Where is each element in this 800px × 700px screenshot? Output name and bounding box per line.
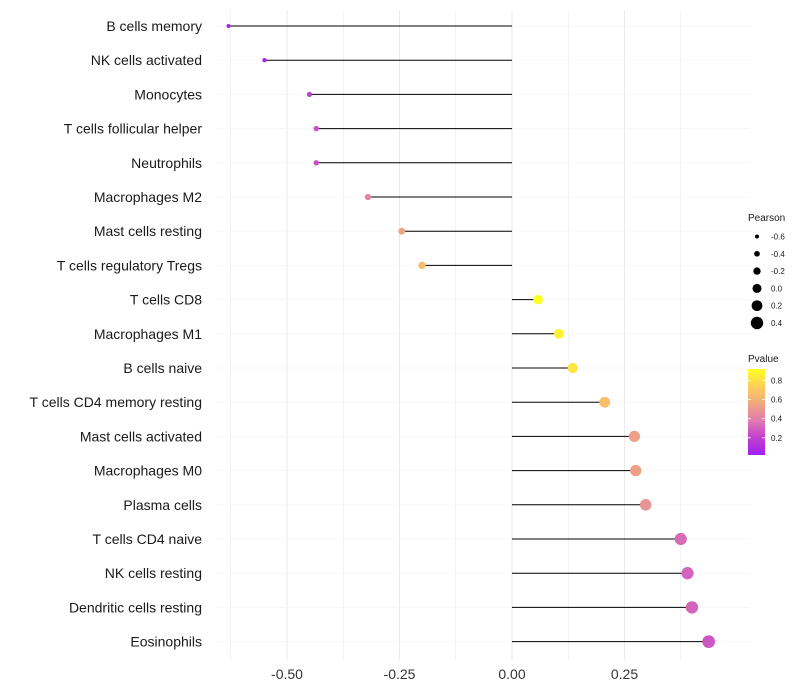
size-legend-key-1 bbox=[754, 250, 760, 257]
size-legend-title: Pearson bbox=[748, 213, 785, 224]
y-label-5: Macrophages M2 bbox=[94, 189, 202, 205]
size-legend: Pearson -0.6 -0.4 -0.2 0.0 0.2 0.4 bbox=[748, 213, 785, 330]
color-legend-label-1: 0.6 bbox=[771, 396, 783, 405]
y-label-14: Plasma cells bbox=[123, 497, 202, 513]
point-4 bbox=[313, 160, 319, 166]
size-legend-key-2 bbox=[753, 267, 761, 275]
y-label-2: Monocytes bbox=[134, 86, 202, 102]
point-10 bbox=[567, 362, 578, 374]
y-label-17: Dendritic cells resting bbox=[69, 599, 202, 615]
size-legend-key-5 bbox=[750, 316, 764, 330]
y-label-11: T cells CD4 memory resting bbox=[30, 394, 202, 410]
y-label-9: Macrophages M1 bbox=[94, 326, 202, 342]
color-legend-label-2: 0.4 bbox=[771, 415, 783, 424]
y-label-18: Eosinophils bbox=[130, 634, 202, 650]
color-legend-bar bbox=[748, 369, 765, 455]
y-label-16: NK cells resting bbox=[105, 565, 202, 581]
y-label-12: Mast cells activated bbox=[80, 428, 202, 444]
point-5 bbox=[364, 193, 372, 201]
y-axis-labels: B cells memory NK cells activated Monocyte… bbox=[30, 18, 203, 650]
y-label-8: T cells CD8 bbox=[130, 292, 202, 308]
lollipop-stems bbox=[228, 25, 709, 643]
y-label-13: Macrophages M0 bbox=[94, 463, 202, 479]
point-9 bbox=[553, 328, 564, 339]
x-tick-label-1: -0.25 bbox=[384, 666, 416, 682]
grid-lines bbox=[215, 10, 750, 660]
x-tick-label-0: -0.50 bbox=[271, 666, 303, 682]
x-tick-label-2: 0.00 bbox=[498, 666, 525, 682]
size-legend-label-4: 0.2 bbox=[771, 302, 783, 311]
size-legend-label-3: 0.0 bbox=[771, 284, 783, 293]
point-2 bbox=[306, 91, 313, 98]
color-legend-title: Pvalue bbox=[748, 354, 779, 365]
point-12 bbox=[628, 430, 641, 443]
color-legend-label-3: 0.2 bbox=[771, 434, 783, 443]
point-11 bbox=[599, 396, 611, 408]
y-label-10: B cells naive bbox=[123, 360, 202, 376]
point-16 bbox=[681, 567, 694, 580]
x-tick-label-3: 0.25 bbox=[611, 666, 638, 682]
y-label-6: Mast cells resting bbox=[94, 223, 202, 239]
point-1 bbox=[262, 57, 267, 63]
point-15 bbox=[674, 532, 687, 546]
point-7 bbox=[418, 261, 426, 270]
point-8 bbox=[533, 294, 543, 305]
point-0 bbox=[226, 24, 231, 28]
size-legend-key-4 bbox=[751, 300, 763, 312]
y-label-7: T cells regulatory Tregs bbox=[57, 257, 202, 273]
y-label-15: T cells CD4 naive bbox=[93, 531, 203, 547]
point-3 bbox=[313, 125, 319, 132]
point-6 bbox=[398, 227, 406, 235]
size-legend-label-0: -0.6 bbox=[771, 233, 785, 242]
x-axis-tick-labels: -0.50 -0.25 0.00 0.25 bbox=[271, 666, 638, 682]
color-legend: Pvalue 0.8 0.6 0.4 0.2 bbox=[748, 354, 783, 455]
point-18 bbox=[702, 635, 716, 648]
size-legend-label-1: -0.4 bbox=[771, 250, 785, 259]
point-14 bbox=[639, 499, 652, 511]
size-legend-label-5: 0.4 bbox=[771, 319, 783, 328]
color-legend-label-0: 0.8 bbox=[771, 376, 783, 385]
lollipop-points bbox=[226, 24, 716, 648]
y-label-1: NK cells activated bbox=[91, 52, 202, 68]
point-13 bbox=[630, 464, 642, 477]
y-label-0: B cells memory bbox=[106, 18, 202, 34]
point-17 bbox=[685, 601, 699, 614]
size-legend-key-0 bbox=[755, 234, 759, 239]
size-legend-key-3 bbox=[752, 283, 762, 293]
y-label-4: Neutrophils bbox=[131, 155, 202, 171]
y-label-3: T cells follicular helper bbox=[64, 121, 203, 137]
size-legend-label-2: -0.2 bbox=[771, 267, 785, 276]
